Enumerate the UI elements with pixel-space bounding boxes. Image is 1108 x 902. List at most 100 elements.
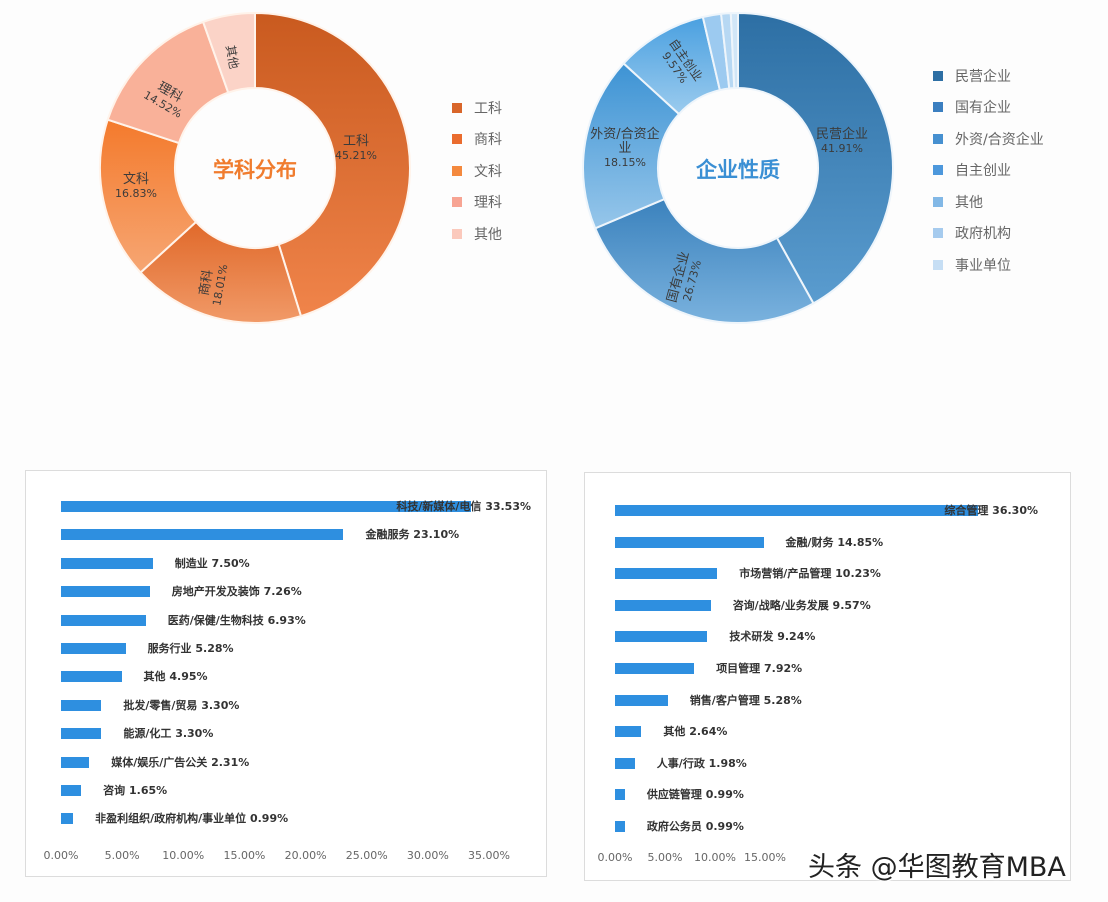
legend-item: 国有企业 (933, 92, 1044, 124)
bar (615, 821, 625, 832)
donut-slice (593, 197, 815, 324)
legend-item: 其他 (933, 186, 1044, 218)
legend-swatch-icon (933, 228, 943, 239)
legend-swatch-icon (452, 228, 462, 239)
bar-value-label: 其他 2.64% (663, 725, 728, 739)
legend-discipline: 工科 商科 文科 理科 其他 (452, 92, 502, 250)
bar-value-label: 房地产开发及装饰 7.26% (171, 585, 302, 599)
legend-item: 事业单位 (933, 249, 1044, 281)
bar-row: 供应链管理 0.99% (615, 788, 1015, 802)
slice-label-private: 民营企业 41.91% (816, 127, 869, 156)
legend-swatch-icon (933, 70, 943, 81)
bar-value-label: 项目管理 7.92% (716, 662, 803, 675)
bar-value-label: 咨询 1.65% (103, 784, 168, 797)
donut-chart-company-type: 企业性质 民营企业 41.91% 国有企业 26.73% 外资/合资企业 18.… (578, 10, 898, 330)
donut-discipline-svg (99, 11, 411, 324)
bar-row: 金融/财务 14.85% (615, 535, 1015, 550)
bar (61, 557, 153, 569)
donut-slice (737, 11, 894, 305)
legend-item: 其他 (452, 218, 502, 250)
legend-item: 文科 (452, 155, 502, 187)
bar-row: 项目管理 7.92% (615, 662, 1015, 676)
x-axis-function: 0.00% 5.00% 10.00% 15.00% (598, 851, 1015, 867)
bar-row: 技术研发 9.24% (615, 630, 1015, 644)
bar (615, 694, 668, 706)
bar-row: 服务行业 5.28% (61, 642, 489, 656)
legend-item: 民营企业 (933, 60, 1044, 92)
legend-company-type: 民营企业 国有企业 外资/合资企业 自主创业 其他 政府机构 事业单位 (933, 60, 1044, 281)
watermark: 头条 @华图教育MBA (808, 852, 1066, 883)
bar (615, 599, 711, 611)
legend-swatch-icon (933, 196, 943, 207)
bar (615, 505, 978, 516)
bar-row: 人事/行政 1.98% (615, 756, 1015, 771)
bar-row: 其他 2.64% (615, 725, 1015, 739)
slice-label-liberal-arts: 文科 16.83% (115, 172, 157, 201)
legend-swatch-icon (452, 102, 462, 113)
bar-row: 市场营销/产品管理 10.23% (615, 567, 1015, 581)
bar (615, 631, 708, 643)
x-axis-industry: 0.00% 5.00% 10.00% 15.00% 20.00% 25.00% 30.00%… (44, 849, 511, 865)
bar (615, 757, 635, 769)
legend-swatch-icon (452, 197, 462, 208)
bar-value-label: 批发/零售/贸易 3.30% (123, 698, 240, 712)
x-axis-tick: 0.00% (597, 851, 633, 864)
bar-row: 其他 4.95% (61, 670, 489, 684)
bar-row: 咨询 1.65% (61, 784, 489, 798)
bar-value-label: 金融服务 23.10% (365, 528, 460, 542)
bar-chart-function: 综合管理 36.30% 金融/财务 14.85% 市场营销/产品管理 10.23% 咨… (584, 472, 1071, 881)
bar (615, 663, 695, 674)
bar-value-label: 金融/财务 14.85% (785, 535, 884, 549)
donut-discipline-title: 学科分布 (213, 158, 297, 182)
donut-slice (582, 61, 681, 230)
slice-label-engineering: 工科 45.21% (335, 134, 377, 163)
legend-swatch-icon (933, 165, 943, 176)
legend-item: 工科 (452, 92, 502, 124)
legend-swatch-icon (933, 102, 943, 113)
x-axis-tick: 35.00% (468, 849, 510, 862)
x-axis-tick: 15.00% (744, 851, 786, 864)
bar (61, 643, 126, 654)
bar-value-label: 人事/行政 1.98% (656, 756, 747, 770)
bar-row: 能源/化工 3.30% (61, 727, 489, 741)
bar-value-label: 销售/客户管理 5.28% (689, 693, 802, 707)
bar (615, 536, 764, 548)
bar-row: 制造业 7.50% (61, 556, 489, 571)
slice-label-foreign: 外资/合资企业 18.15% (590, 127, 660, 170)
bar-area-function: 综合管理 36.30% 金融/财务 14.85% 市场营销/产品管理 10.23% 咨… (615, 504, 1038, 835)
bar-row: 销售/客户管理 5.28% (615, 693, 1015, 708)
bar-value-label: 技术研发 9.24% (729, 630, 816, 644)
bar-value-label: 制造业 7.50% (174, 556, 250, 570)
bar-value-label: 科技/新媒体/电信 33.53% (396, 500, 532, 513)
bar (61, 756, 90, 768)
legend-swatch-icon (933, 259, 943, 270)
bar-value-label: 综合管理 36.30% (944, 504, 1038, 517)
bar (61, 501, 472, 512)
x-axis-tick: 25.00% (345, 849, 388, 862)
bar-value-label: 非盈利组织/政府机构/事业单位 0.99% (95, 812, 289, 826)
bar-value-label: 医药/保健/生物科技 6.93% (167, 613, 306, 627)
x-axis-tick: 20.00% (284, 849, 327, 862)
bar (615, 726, 642, 738)
legend-swatch-icon (452, 165, 462, 176)
donut-slice (201, 11, 256, 94)
bar-value-label: 咨询/战略/业务发展 9.57% (732, 598, 871, 612)
bar-chart-industry: 科技/新媒体/电信 33.53% 金融服务 23.10% 制造业 7.50% 房地产开… (25, 470, 547, 877)
bar-value-label: 能源/化工 3.30% (123, 727, 214, 741)
legend-item: 理科 (452, 187, 502, 219)
bar-row: 咨询/战略/业务发展 9.57% (615, 598, 1015, 613)
x-axis-tick: 10.00% (162, 849, 205, 862)
x-axis-tick: 10.00% (694, 851, 736, 864)
bar (61, 728, 102, 740)
legend-item: 外资/合资企业 (933, 123, 1044, 155)
bar (61, 671, 122, 683)
x-axis-tick: 30.00% (406, 849, 449, 862)
bar (615, 789, 625, 801)
x-axis-tick: 15.00% (223, 849, 266, 862)
bar-value-label: 其他 4.95% (143, 670, 208, 684)
bar-row: 综合管理 36.30% (615, 504, 1038, 518)
bar (61, 699, 102, 711)
bar-area-industry: 科技/新媒体/电信 33.53% 金融服务 23.10% 制造业 7.50% 房地产开… (61, 500, 531, 831)
x-axis-tick: 5.00% (647, 851, 683, 864)
bar-row: 房地产开发及装饰 7.26% (61, 585, 489, 599)
